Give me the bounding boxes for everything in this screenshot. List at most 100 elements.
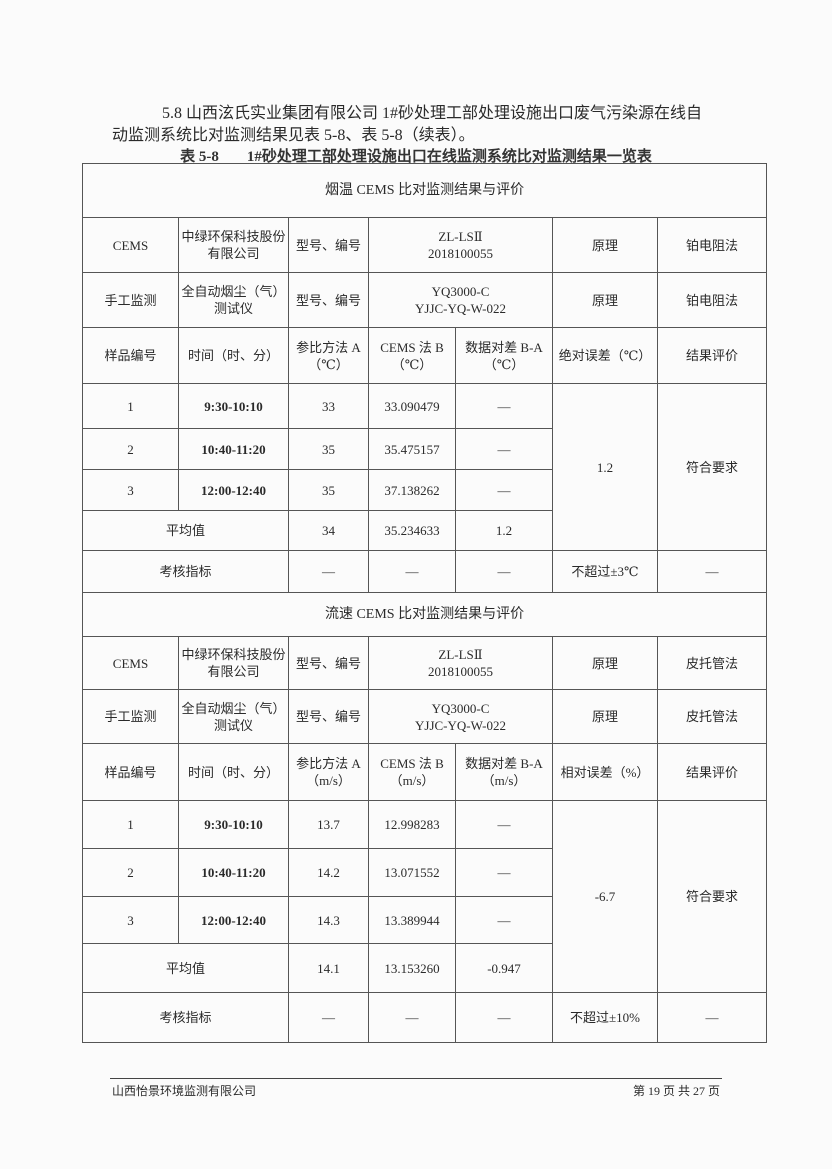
sample-time: 12:00-12:40 — [178, 896, 289, 944]
sample-time: 9:30-10:10 — [178, 383, 289, 429]
table-row: 3 12:00-12:40 14.3 13.389944— — [82, 896, 767, 944]
serial: YJJC-YQ-W-022 — [415, 717, 506, 733]
cems-value: 12.998283 — [368, 800, 456, 849]
sample-no: 2 — [82, 848, 179, 897]
average-difference: -0.947 — [455, 943, 553, 993]
table-row: 样品编号 时间（时、分） 参比方法 A（℃） CEMS 法 B（℃） 数据对差 B-A（… — [82, 327, 768, 384]
reference-value: 14.2 — [288, 848, 369, 897]
table-row: CEMS 中绿环保科技股份有限公司 型号、编号 ZL-LSⅡ 2018100055 原理皮… — [82, 636, 768, 690]
index-result: — — [656, 550, 768, 593]
manual-label: 手工监测 — [82, 689, 179, 744]
model-label: 型号、编号 — [288, 217, 369, 273]
model: YQ3000-C — [431, 284, 490, 299]
model-label: 型号、编号 — [288, 272, 369, 328]
cems-principle: 皮托管法 — [656, 636, 768, 690]
index-limit: 不超过±10% — [552, 992, 658, 1043]
manual-model-serial: YQ3000-C YJJC-YQ-W-022 — [368, 689, 553, 744]
column-header: CEMS 法 B（m/s） — [368, 743, 456, 801]
column-header: 参比方法 A（m/s） — [288, 743, 369, 801]
table-number: 表 5-8 — [180, 149, 219, 165]
index-label: 考核指标 — [82, 550, 289, 593]
principle-label: 原理 — [552, 636, 658, 690]
reference-value: 13.7 — [288, 800, 369, 849]
index-cell: — — [288, 550, 369, 593]
model-label: 型号、编号 — [288, 689, 369, 744]
model: YQ3000-C — [431, 700, 490, 716]
model-label: 型号、编号 — [288, 636, 369, 690]
cems-value: 33.090479 — [368, 383, 456, 429]
serial: 2018100055 — [428, 246, 493, 261]
index-cell: — — [368, 550, 456, 593]
column-header: 数据对差 B-A（m/s） — [455, 743, 553, 801]
average-reference: 14.1 — [288, 943, 369, 993]
cems-label: CEMS — [82, 217, 179, 273]
average-cems: 35.234633 — [368, 510, 456, 551]
paragraph-line-1: 5.8 山西泫氏实业集团有限公司 1#砂处理工部处理设施出口废气污染源在线自 — [162, 105, 703, 122]
manual-label: 手工监测 — [82, 272, 179, 328]
manual-model-serial: YQ3000-C YJJC-YQ-W-022 — [368, 272, 553, 328]
sample-time: 10:40-11:20 — [178, 428, 289, 470]
cems-model-serial: ZL-LSⅡ 2018100055 — [368, 217, 553, 273]
index-cell: — — [288, 992, 369, 1043]
error-value: 1.2 — [552, 383, 658, 551]
sample-no: 3 — [82, 469, 179, 511]
result-evaluation: 符合要求 — [656, 383, 768, 551]
cems-value: 13.389944 — [368, 896, 456, 944]
result-evaluation: 符合要求 — [656, 800, 768, 993]
comparison-table: 烟温 CEMS 比对监测结果与评价 CEMS 中绿环保科技股份有限公司 型号、编号 ZL… — [81, 163, 768, 1043]
manual-principle: 铂电阻法 — [656, 272, 768, 328]
cems-value: 13.071552 — [368, 848, 456, 897]
cems-value: 35.475157 — [368, 428, 456, 470]
average-difference: 1.2 — [455, 510, 553, 551]
average-label: 平均值 — [82, 943, 289, 993]
table-row: 1 9:30-10:10 33 33.090479—1.2 符合要求 — [82, 383, 768, 551]
sample-no: 1 — [82, 800, 179, 849]
model: ZL-LSⅡ — [438, 647, 483, 662]
column-header: 时间（时、分） — [178, 743, 289, 801]
table-row: 考核指标 — — — 不超过±3℃ — — [82, 550, 768, 593]
footer-company: 山西怡景环境监测有限公司 — [112, 1084, 257, 1098]
principle-label: 原理 — [552, 272, 658, 328]
cems-maker: 中绿环保科技股份有限公司 — [178, 217, 289, 273]
table-row: 考核指标 — — — 不超过±10% — — [82, 992, 768, 1043]
table-row: 样品编号 时间（时、分） 参比方法 A（m/s） CEMS 法 B（m/s） 数据对差 … — [82, 743, 768, 801]
index-result: — — [656, 992, 768, 1043]
column-header: 数据对差 B-A（℃） — [455, 327, 553, 384]
column-header: 相对误差（%） — [552, 743, 658, 801]
average-cems: 13.153260 — [368, 943, 456, 993]
difference: — — [455, 428, 553, 470]
sample-no: 1 — [82, 383, 179, 429]
table-row: 2 10:40-11:20 14.2 13.071552— — [82, 848, 767, 897]
index-limit: 不超过±3℃ — [552, 550, 658, 593]
cems-principle: 铂电阻法 — [656, 217, 768, 273]
index-cell: — — [368, 992, 456, 1043]
sample-no: 3 — [82, 896, 179, 944]
section-title: 烟温 CEMS 比对监测结果与评价 — [81, 163, 768, 218]
difference: — — [455, 383, 553, 429]
average-reference: 34 — [288, 510, 369, 551]
reference-value: 35 — [288, 428, 369, 470]
sample-time: 9:30-10:10 — [178, 800, 289, 849]
table-row: CEMS 中绿环保科技股份有限公司 型号、编号 ZL-LSⅡ 2018100055 原理铂… — [82, 217, 768, 273]
column-header: 样品编号 — [82, 327, 179, 384]
column-header: 样品编号 — [82, 743, 179, 801]
manual-maker: 全自动烟尘（气）测试仪 — [178, 689, 289, 744]
sample-time: 12:00-12:40 — [178, 469, 289, 511]
footer-page-number: 第 19 页 共 27 页 — [632, 1084, 720, 1098]
paragraph-line-2: 动监测系统比对监测结果见表 5-8、表 5-8（续表）。 — [112, 127, 475, 144]
serial: YJJC-YQ-W-022 — [415, 301, 506, 316]
column-header: 结果评价 — [656, 327, 768, 384]
manual-maker: 全自动烟尘（气）测试仪 — [178, 272, 289, 328]
table-row: 手工监测 全自动烟尘（气）测试仪 型号、编号 YQ3000-C YJJC-YQ-W-02… — [82, 272, 768, 328]
table-row: 烟温 CEMS 比对监测结果与评价 — [81, 163, 768, 218]
average-label: 平均值 — [82, 510, 289, 551]
principle-label: 原理 — [552, 217, 658, 273]
table-title: 1#砂处理工部处理设施出口在线监测系统比对监测结果一览表 — [246, 149, 652, 165]
difference: — — [455, 848, 553, 897]
column-header: CEMS 法 B（℃） — [368, 327, 456, 384]
index-label: 考核指标 — [82, 992, 289, 1043]
table-row: 1 9:30-10:10 13.7 12.998283— -6.7 符合要求 — [82, 800, 768, 993]
difference: — — [455, 800, 553, 849]
table-row: 手工监测 全自动烟尘（气）测试仪 型号、编号 YQ3000-C YJJC-YQ-W-02… — [82, 689, 768, 744]
